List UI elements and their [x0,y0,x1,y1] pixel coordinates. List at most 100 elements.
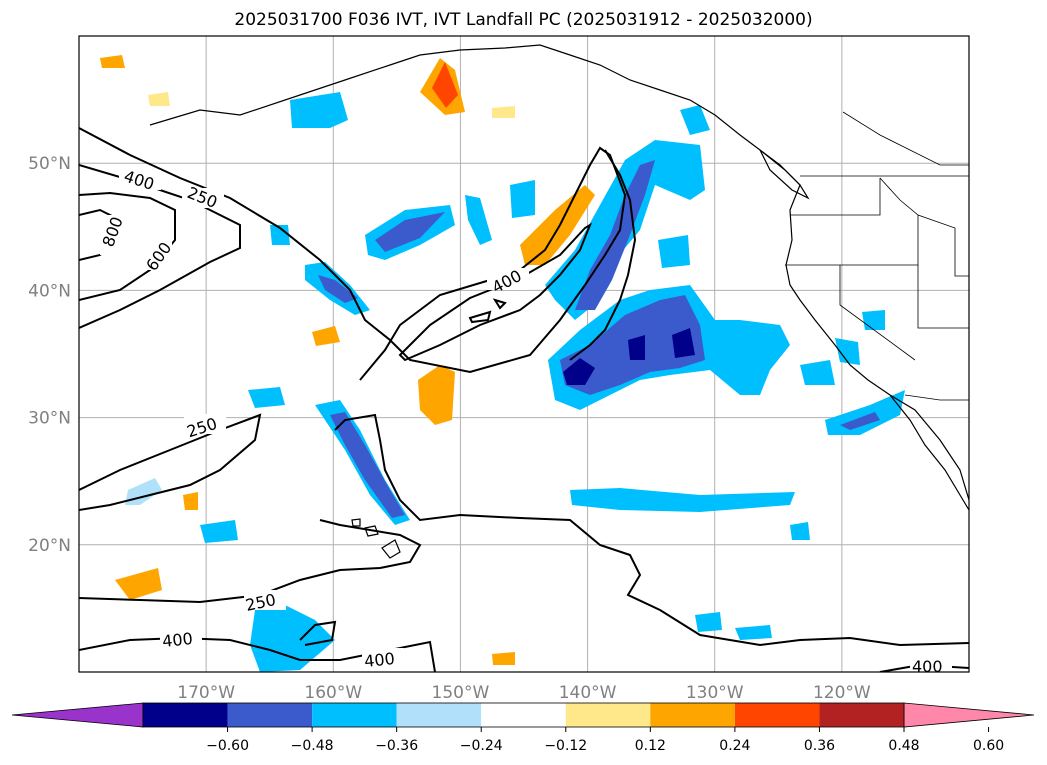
shade-orange-sw [115,568,162,600]
map-background [79,36,969,672]
coastlines [149,44,969,511]
lon-tick-label-4: 130°W [686,683,744,703]
shade-lightblue-small2 [248,387,285,408]
shade-yellow-small2 [492,106,515,118]
contour-400-south [79,636,436,672]
shade-lightblue-tiny2 [735,625,772,640]
island-big-island [381,539,401,559]
shade-lightblue-sw [250,605,335,672]
political-borders [785,111,969,401]
border-idaho [879,177,969,277]
colorbar-tick-label-5: 0.12 [635,738,666,754]
lon-tick-label-3: 140°W [559,683,617,703]
shade-lightblue-band [570,488,795,512]
border-california-nevada [839,265,916,361]
contour-250-hawaii [334,413,969,647]
contour-250-south [79,519,422,604]
colorbar-tick-label-3: −0.24 [460,738,503,754]
negative-anomaly-shading [125,92,905,672]
colorbar-swatch-1 [227,703,313,727]
shade-lightblue-ne2 [800,360,835,385]
shade-orange-topleft [100,55,125,68]
contour-600 [79,191,176,301]
contour-400-hook [299,620,337,646]
shade-orange-small3 [492,652,515,665]
shade-lightblue-small5 [658,235,690,268]
colorbar-swatch-2 [312,703,397,727]
contour-label-10: 400 [912,657,943,676]
colorbar-tick-label-7: 0.36 [804,738,835,754]
lon-tick-label-1: 160°W [304,683,362,703]
colorbar-swatch-5 [565,703,651,727]
border-washington-oregon [790,178,881,216]
colorbar-swatch-6 [650,703,735,727]
shade-lightblue-small4 [510,180,535,218]
positive-anomaly-shading [100,55,595,665]
shade-lightblue-bc [680,105,710,135]
hawaii-islands [351,518,401,559]
island-oahu [351,518,361,527]
shade-orange-mid [418,365,455,425]
shade-orange-small2 [183,492,198,510]
map-title: 2025031700 F036 IVT, IVT Landfall PC (20… [234,10,813,30]
longitude-tick-labels: 170°W 160°W 150°W 140°W 130°W 120°W [177,683,871,703]
shade-lightblue-gulf [290,92,348,128]
shade-mediumblue-north [575,160,655,310]
lat-tick-label-3: 50°N [28,154,71,174]
lon-tick-label-5: 120°W [813,683,871,703]
map-frame [78,35,970,673]
shade-lightblue-small6 [835,338,860,365]
colorbar-frame [142,702,905,728]
colorbar-swatch-8 [819,703,904,727]
colorbar-tick-label-4: −0.12 [544,738,587,754]
shade-red-gulf [432,62,458,108]
contour-labels: 400 250 800 600 400 250 250 400 400 400 [98,166,952,676]
contour-label-8: 400 [161,629,193,651]
contour-400-band [398,222,593,362]
colorbar-tick-label-6: 0.24 [719,738,750,754]
shade-lightblue-small1 [200,520,238,543]
colorbar-extend-low [11,702,144,728]
shade-yellow-small1 [148,92,170,106]
colorbar-tick-label-0: −0.60 [206,738,249,754]
shade-mediumblue-diag [318,275,358,303]
border-nevada-east [917,265,969,329]
colorbar-tick-label-1: −0.48 [291,738,334,754]
shade-mediumblue-pacific [375,212,445,252]
colorbar-extend-high [903,702,1035,728]
contour-label-9: 400 [363,649,395,671]
lat-tick-label-2: 40°N [28,281,71,301]
shade-darkblue-core1 [563,358,595,385]
island-maui [364,525,379,537]
colorbar-tick-label-2: −0.36 [375,738,418,754]
colorbar-swatch-3 [396,703,482,727]
shade-lightblue-small3 [465,195,492,245]
lon-tick-label-0: 170°W [177,683,235,703]
contour-small-loop [468,310,492,324]
border-us-mexico [904,394,969,401]
shade-orange-ne [520,185,595,265]
colorbar-swatch-7 [734,703,820,727]
shade-lightblue-tiny4 [862,310,885,330]
colorbar-swatch-4 [481,703,566,727]
colorbar-swatch-0 [143,703,228,727]
border-alaska-canada [842,111,969,166]
shade-lightblue-tiny3 [790,522,810,540]
latitude-tick-labels: 20°N 30°N 40°N 50°N [28,154,71,556]
contour-400-east [569,149,637,361]
lon-tick-label-2: 150°W [432,683,490,703]
colorbar-tick-label-8: 0.48 [888,738,919,754]
coastline-baja [889,394,969,511]
shade-darkblue-core3 [672,328,695,358]
shade-lightblue-tiny1 [695,612,722,632]
shade-mediumblue-hawaii [330,412,405,518]
coastline-north-america [149,44,969,501]
lat-tick-label-0: 20°N [28,536,71,556]
contour-250-south-west [79,413,262,511]
shade-orange-small1 [312,326,340,346]
coastline-vancouver-island [759,149,810,200]
shade-darkblue-core2 [628,335,645,360]
shade-lightblue-tiny5 [270,225,290,245]
lat-tick-label-1: 30°N [28,409,71,429]
